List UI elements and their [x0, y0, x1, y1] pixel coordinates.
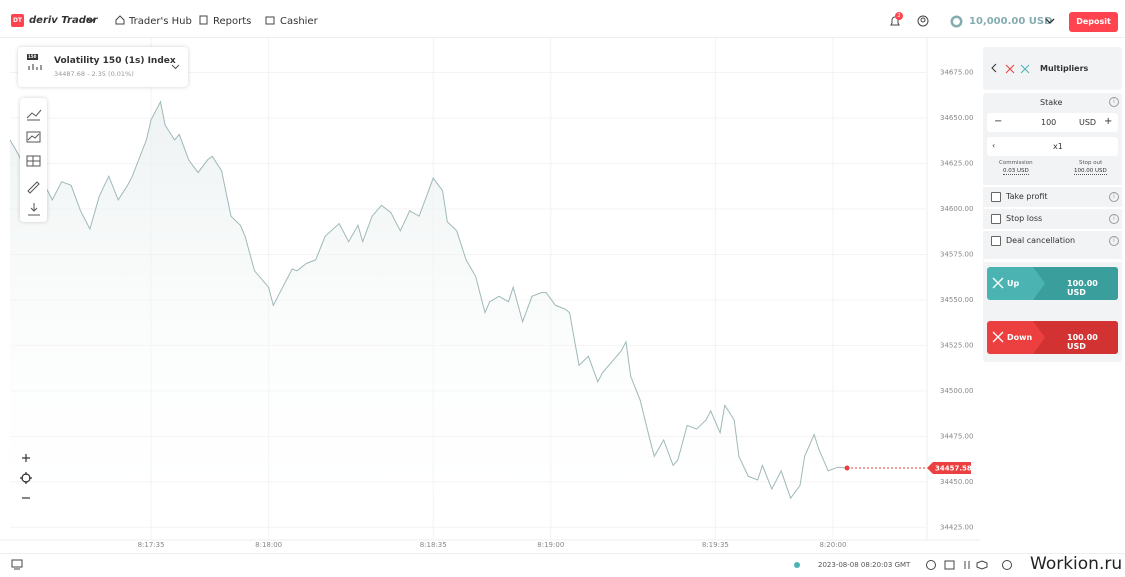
- y-tick-label: 34575.00: [940, 250, 973, 258]
- server-time: 2023-08-08 08:20:03 GMT: [818, 561, 911, 569]
- toolbar-icons[interactable]: [20, 98, 47, 222]
- trade-type-label: Multipliers: [1040, 64, 1089, 73]
- info-icon[interactable]: i: [1109, 214, 1119, 224]
- zoom-controls[interactable]: [17, 448, 35, 508]
- option-label: Take profit: [1006, 192, 1048, 201]
- commission-label: Commission: [999, 160, 1033, 166]
- notification-badge: 2: [895, 12, 903, 20]
- cashier-icon: [265, 16, 275, 25]
- demo-icon: [950, 15, 963, 28]
- multiplier-value: x1: [1053, 142, 1063, 151]
- footer-icon[interactable]: [11, 559, 23, 570]
- current-price-tag: [927, 462, 971, 475]
- market-dropdown: [171, 64, 180, 70]
- price-area: [10, 101, 848, 540]
- balance-dropdown[interactable]: [1045, 18, 1055, 25]
- purchase-area: Up 100.00 USD Down 100.00 USD: [983, 259, 1122, 362]
- button-shade: [1033, 267, 1118, 300]
- chart-toolbar: [20, 98, 47, 222]
- y-tick-label: 34625.00: [940, 160, 973, 168]
- y-tick-label: 34500.00: [940, 387, 973, 395]
- checkbox[interactable]: [991, 192, 1001, 202]
- x-tick-label: 8:17:35: [138, 541, 165, 549]
- stop-out-value: 100.00 USD: [1074, 168, 1107, 175]
- y-tick-label: 34450.00: [940, 478, 973, 486]
- down-icon: [992, 331, 1004, 343]
- header: DT deriv Trader Trader's Hub Reports Cas…: [0, 0, 1125, 38]
- y-tick-label: 34475.00: [940, 432, 973, 440]
- y-tick-label: 34525.00: [940, 341, 973, 349]
- stake-input[interactable]: − 100 USD +: [987, 113, 1118, 132]
- market-icon: [27, 54, 42, 70]
- deposit-button[interactable]: Deposit: [1069, 12, 1118, 32]
- checkbox[interactable]: [991, 214, 1001, 224]
- home-icon: [115, 15, 125, 25]
- trade-params: Stake i − 100 USD + ‹ x1 Commission 0.03…: [983, 93, 1122, 306]
- option-row[interactable]: Stop loss i: [983, 207, 1122, 229]
- market-icon-label: 150: [28, 54, 37, 59]
- x-tick-label: 8:19:00: [537, 541, 564, 549]
- account-icon[interactable]: [917, 15, 929, 27]
- up-payout: 100.00 USD: [1067, 279, 1098, 297]
- up-button[interactable]: Up 100.00 USD: [987, 267, 1118, 300]
- info-icon[interactable]: i: [1109, 236, 1119, 246]
- stake-label: Stake: [1040, 98, 1063, 107]
- watermark: Workion.ru: [1030, 554, 1123, 574]
- stake-currency: USD: [1079, 118, 1097, 127]
- commission-value: 0.03 USD: [1003, 168, 1029, 175]
- current-price-dot: [844, 465, 850, 471]
- info-icon[interactable]: i: [1109, 192, 1119, 202]
- nav-link[interactable]: Trader's Hub: [129, 16, 192, 27]
- trade-type-icons: [991, 63, 1030, 74]
- trade-panel: Multipliers Stake i − 100 USD + ‹ x1 Com…: [983, 47, 1122, 362]
- stake-minus[interactable]: −: [994, 116, 1003, 127]
- current-price-label: 34457.58: [935, 465, 972, 473]
- status-dot: [794, 562, 800, 568]
- footer: 2023-08-08 08:20:03 GMT Workion.ru: [0, 553, 1125, 577]
- market-selector[interactable]: 150 Volatility 150 (1s) Index 34487.68 -…: [18, 47, 188, 87]
- logo[interactable]: DT: [11, 14, 24, 27]
- x-tick-label: 8:20:00: [819, 541, 846, 549]
- market-name: Volatility 150 (1s) Index: [54, 56, 176, 66]
- brand[interactable]: deriv Trader: [29, 15, 98, 26]
- y-tick-label: 34550.00: [940, 296, 973, 304]
- x-tick-label: 8:18:00: [255, 541, 282, 549]
- multiplier-arrow: ‹: [992, 141, 996, 150]
- market-quote: 34487.68 - 2.35 (0.01%): [54, 70, 134, 78]
- nav-link[interactable]: Cashier: [280, 16, 318, 27]
- zoom-icons[interactable]: [17, 448, 35, 508]
- option-row[interactable]: Deal cancellation i: [983, 229, 1122, 251]
- x-tick-label: 8:18:35: [420, 541, 447, 549]
- stake-value[interactable]: 100: [1041, 118, 1057, 127]
- up-icon: [992, 277, 1004, 289]
- checkbox[interactable]: [991, 236, 1001, 246]
- balance[interactable]: 10,000.00 USD: [969, 16, 1053, 27]
- info-icon[interactable]: i: [1109, 97, 1119, 107]
- option-label: Deal cancellation: [1006, 236, 1076, 245]
- brand-dropdown[interactable]: [86, 17, 96, 24]
- down-label: Down: [1007, 333, 1033, 342]
- option-row[interactable]: Take profit i: [983, 185, 1122, 207]
- nav-link[interactable]: Reports: [213, 16, 252, 27]
- option-label: Stop loss: [1006, 214, 1043, 223]
- y-tick-label: 34600.00: [940, 205, 973, 213]
- multiplier-select[interactable]: ‹ x1: [987, 137, 1118, 156]
- reports-icon: [199, 15, 208, 25]
- stake-plus[interactable]: +: [1104, 116, 1113, 127]
- down-payout: 100.00 USD: [1067, 333, 1098, 351]
- y-tick-label: 34650.00: [940, 114, 973, 122]
- footer-icons[interactable]: [925, 558, 1025, 572]
- y-tick-label: 34675.00: [940, 69, 973, 77]
- button-shade: [1033, 321, 1118, 354]
- y-tick-label: 34425.00: [940, 523, 973, 531]
- trade-type[interactable]: Multipliers: [983, 47, 1122, 90]
- price-line: [9, 100, 848, 500]
- down-button[interactable]: Down 100.00 USD: [987, 321, 1118, 354]
- up-label: Up: [1007, 279, 1020, 288]
- x-tick-label: 8:19:35: [702, 541, 729, 549]
- stop-out-label: Stop out: [1079, 160, 1103, 166]
